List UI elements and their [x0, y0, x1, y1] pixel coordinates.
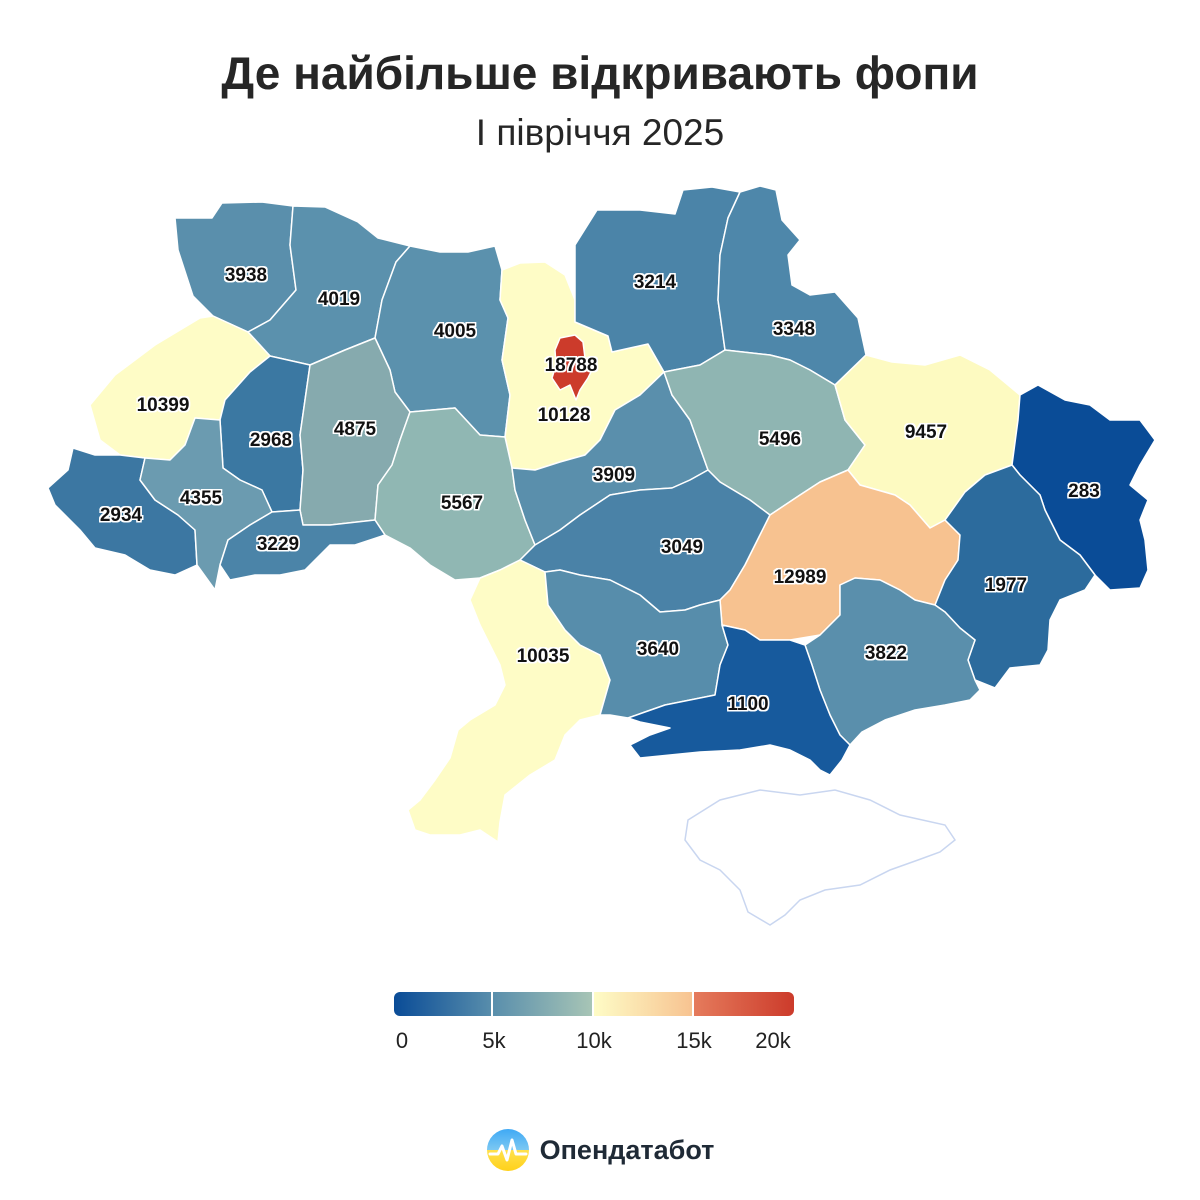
region-chernivtsi[interactable]	[219, 509, 386, 581]
legend-tick-15k: 15k	[676, 1028, 712, 1053]
brand-name: Опендатабот	[539, 1134, 715, 1165]
color-legend: 0 5k 10k 15k 20k	[394, 992, 794, 1058]
legend-segment	[394, 992, 494, 1016]
legend-segment	[594, 992, 694, 1016]
legend-tick-5k: 5k	[482, 1028, 506, 1053]
legend-divider	[592, 992, 594, 1016]
legend-color-bar	[394, 992, 794, 1016]
legend-segment	[694, 992, 794, 1016]
region-kherson[interactable]	[627, 624, 851, 776]
legend-ticks: 0 5k 10k 15k 20k	[394, 1028, 794, 1058]
brand-footer: Опендатабот	[0, 1128, 1200, 1172]
map-svg	[47, 185, 1156, 926]
chart-title: Де найбільше відкривають фопи	[221, 47, 979, 99]
opendatabot-logo-icon	[486, 1129, 529, 1171]
region-sumy[interactable]	[717, 185, 867, 386]
legend-tick-20k: 20k	[755, 1028, 791, 1053]
legend-divider	[491, 992, 493, 1016]
legend-segment	[494, 992, 594, 1016]
legend-tick-0: 0	[395, 1028, 409, 1053]
region-kyiv-city[interactable]	[551, 334, 593, 401]
region-crimea	[684, 789, 957, 926]
legend-divider	[692, 992, 694, 1016]
chart-subtitle: І півріччя 2025	[475, 112, 725, 153]
ukraine-map: 3938 4019 4005 10128 18788 3214 3348 103…	[47, 185, 1156, 926]
legend-tick-10k: 10k	[576, 1028, 612, 1053]
